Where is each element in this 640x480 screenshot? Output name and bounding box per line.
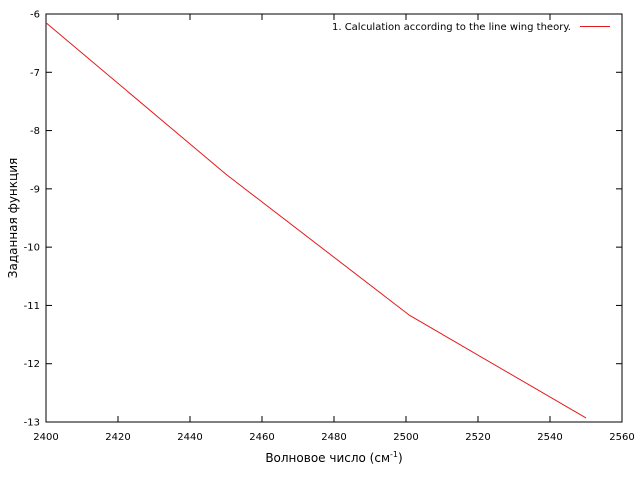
y-tick-label: -11 [24, 301, 40, 312]
y-tick-label: -7 [30, 68, 40, 79]
x-tick-label: 2540 [537, 432, 562, 443]
y-tick-label: -9 [30, 184, 40, 195]
x-axis-label-suffix: ) [398, 451, 403, 465]
x-tick-label: 2500 [393, 432, 418, 443]
x-tick-label: 2480 [321, 432, 346, 443]
x-axis-label: Волновое число (см-1) [265, 450, 402, 465]
x-tick-label: 2440 [177, 432, 202, 443]
y-tick-label: -10 [24, 243, 40, 254]
x-tick-label: 2520 [465, 432, 490, 443]
x-axis-ticks: 2400 2420 2440 2460 2480 2500 2520 2540 2560 [33, 14, 635, 443]
legend: 1. Calculation according to the line win… [332, 22, 610, 33]
y-tick-label: -13 [24, 418, 40, 429]
x-axis-label-main: Волновое число (см [265, 451, 390, 465]
series-line-0 [45, 22, 587, 419]
x-tick-label: 2560 [609, 432, 634, 443]
x-tick-label: 2460 [249, 432, 274, 443]
plot-frame [45, 13, 623, 423]
plot-frame-group [45, 13, 623, 423]
x-tick-label: 2420 [105, 432, 130, 443]
legend-entry-label: 1. Calculation according to the line win… [332, 22, 571, 33]
series-lines [45, 22, 587, 419]
y-tick-label: -6 [30, 10, 40, 21]
y-tick-label: -8 [30, 126, 40, 137]
x-tick-label: 2400 [33, 432, 58, 443]
y-tick-label: -12 [24, 359, 40, 370]
y-axis-ticks: -13 -12 -11 -10 -9 -8 -7 -6 [24, 10, 622, 429]
y-axis-label: Заданная функция [6, 158, 20, 278]
x-axis-label-superscript: -1 [390, 450, 398, 459]
